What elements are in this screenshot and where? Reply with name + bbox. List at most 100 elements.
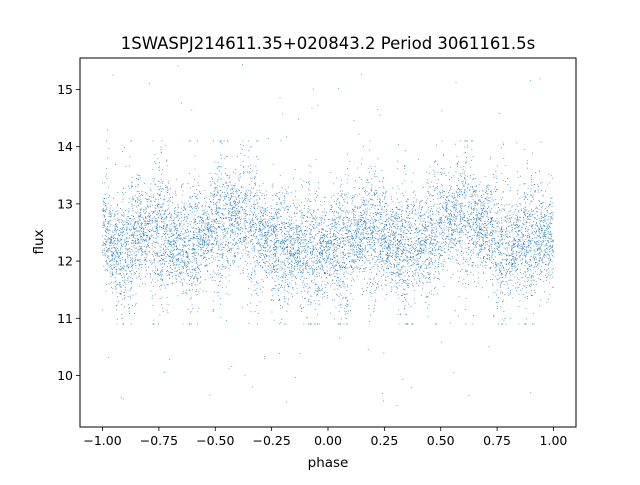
- data-point: [477, 203, 479, 205]
- data-point: [167, 192, 169, 193]
- data-point: [532, 312, 534, 314]
- data-point: [284, 287, 286, 289]
- data-point: [258, 241, 260, 243]
- data-point: [402, 239, 404, 240]
- data-point: [203, 256, 205, 258]
- data-point: [378, 255, 379, 257]
- data-point: [391, 231, 393, 233]
- data-point: [289, 269, 291, 271]
- data-point: [229, 217, 231, 218]
- data-point: [467, 253, 469, 255]
- data-point: [395, 275, 397, 277]
- data-point: [110, 238, 112, 240]
- data-point: [179, 249, 181, 251]
- data-point: [175, 237, 177, 239]
- data-point: [373, 216, 374, 217]
- data-point: [322, 236, 323, 238]
- data-point: [370, 233, 372, 235]
- data-point: [230, 215, 232, 217]
- data-point: [306, 182, 307, 183]
- data-point: [507, 178, 508, 179]
- data-point: [361, 251, 363, 253]
- data-point: [115, 230, 117, 232]
- data-point: [204, 198, 205, 199]
- data-point: [415, 220, 417, 221]
- data-point: [357, 257, 359, 259]
- data-point: [301, 231, 303, 233]
- data-point: [502, 277, 504, 278]
- data-point: [282, 248, 284, 249]
- data-point: [322, 294, 324, 295]
- data-point: [428, 173, 430, 175]
- data-point: [290, 235, 292, 237]
- data-point: [244, 239, 246, 241]
- data-point: [547, 247, 549, 249]
- data-point: [535, 263, 537, 265]
- data-point: [102, 209, 104, 211]
- data-point: [148, 247, 150, 248]
- data-point: [334, 210, 335, 212]
- data-point: [394, 264, 395, 266]
- data-point: [291, 260, 293, 262]
- data-point: [229, 236, 231, 238]
- data-point: [530, 247, 532, 249]
- data-point: [294, 242, 296, 243]
- data-point: [120, 234, 122, 235]
- data-point: [351, 271, 353, 273]
- data-point: [484, 222, 486, 224]
- data-point: [366, 191, 368, 193]
- data-point: [257, 243, 259, 245]
- data-point: [499, 222, 500, 224]
- data-point: [468, 235, 470, 237]
- data-point: [517, 230, 519, 232]
- data-point: [524, 286, 526, 287]
- data-point: [205, 219, 207, 221]
- data-point: [434, 223, 436, 224]
- data-point: [391, 240, 393, 242]
- data-point: [174, 223, 176, 224]
- data-point: [526, 249, 528, 251]
- data-point: [267, 244, 269, 246]
- data-point: [314, 276, 316, 277]
- data-point: [326, 246, 328, 248]
- data-point: [182, 233, 184, 235]
- data-point: [113, 264, 115, 266]
- data-point: [474, 246, 476, 248]
- data-point: [405, 313, 407, 315]
- data-point: [533, 323, 535, 325]
- data-point: [460, 166, 462, 168]
- data-point: [123, 295, 125, 296]
- data-point: [133, 235, 135, 237]
- data-point: [194, 284, 196, 286]
- data-point: [460, 220, 461, 222]
- data-point: [366, 250, 368, 252]
- data-point: [502, 142, 504, 144]
- data-point: [154, 226, 156, 227]
- data-point: [544, 253, 545, 255]
- data-point: [296, 212, 298, 214]
- data-point: [274, 243, 276, 244]
- data-point: [277, 247, 279, 249]
- data-point: [405, 210, 407, 212]
- data-point: [147, 199, 149, 200]
- data-point: [496, 165, 498, 167]
- data-point: [131, 265, 132, 267]
- data-point: [125, 258, 126, 260]
- data-point: [366, 210, 368, 212]
- data-point: [210, 221, 212, 222]
- data-point: [482, 245, 484, 247]
- data-point: [251, 239, 253, 240]
- data-point: [222, 231, 224, 233]
- data-point: [363, 217, 364, 219]
- data-point: [175, 217, 177, 219]
- data-point: [220, 178, 221, 180]
- data-point: [338, 311, 340, 313]
- data-point: [221, 249, 223, 250]
- data-point: [474, 201, 476, 202]
- data-point: [448, 200, 450, 202]
- data-point: [381, 242, 383, 244]
- data-point: [408, 285, 409, 287]
- data-point: [352, 261, 354, 263]
- data-point: [400, 256, 402, 257]
- data-point: [396, 266, 398, 268]
